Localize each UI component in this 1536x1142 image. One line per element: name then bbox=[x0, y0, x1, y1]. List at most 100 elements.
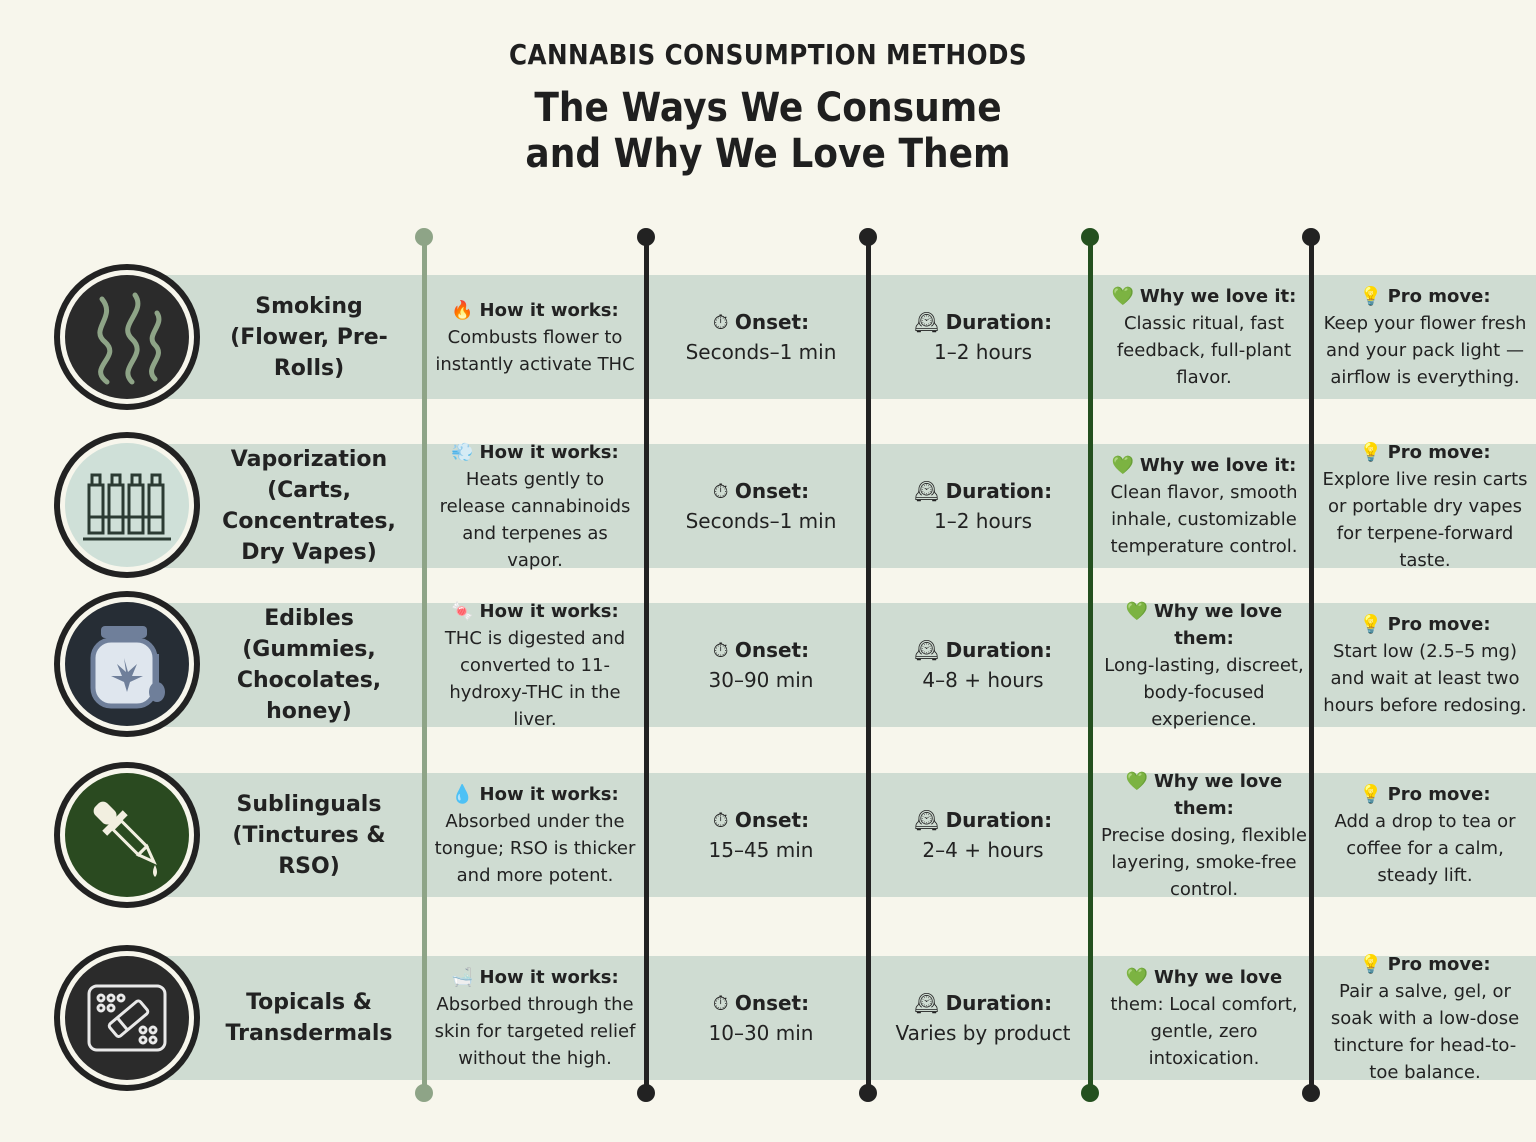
how-emoji-icon: 🔥 bbox=[451, 299, 474, 321]
method-row bbox=[130, 603, 1536, 727]
method-icon-inner bbox=[65, 602, 189, 726]
column-divider-line bbox=[643, 237, 649, 1093]
why-we-love-cell: 💚 Why we love them: Precise dosing, flexi… bbox=[1092, 759, 1316, 911]
lightbulb-icon: 💡 bbox=[1359, 614, 1382, 635]
stopwatch-icon: ⏱ bbox=[712, 991, 729, 1015]
divider-bottom-dot bbox=[637, 1084, 655, 1102]
method-icon-inner bbox=[65, 443, 189, 567]
method-icon-badge bbox=[54, 762, 200, 908]
onset-cell: ⏱ Onset: 10–30 min bbox=[648, 942, 874, 1094]
column-divider-line bbox=[1308, 237, 1314, 1093]
edible-jar-icon bbox=[90, 626, 165, 709]
how-emoji-icon: 💨 bbox=[451, 441, 474, 463]
duration-cell: 🕰 Duration: 2–4 + hours bbox=[870, 759, 1096, 911]
pro-text: Pair a salve, gel, or soak with a low-do… bbox=[1330, 980, 1520, 1083]
pro-label: Pro move: bbox=[1387, 286, 1491, 307]
onset-cell: ⏱ Onset: Seconds–1 min bbox=[648, 430, 874, 582]
divider-bottom-dot bbox=[1302, 1084, 1320, 1102]
method-row bbox=[130, 773, 1536, 897]
how-label: How it works: bbox=[479, 441, 619, 463]
pro-label: Pro move: bbox=[1387, 784, 1491, 805]
duration-cell: 🕰 Duration: 4–8 + hours bbox=[870, 589, 1096, 741]
method-icon-badge bbox=[54, 264, 200, 410]
main-title-line-2: and Why We Love Them bbox=[525, 131, 1011, 177]
transdermal-patch-icon bbox=[87, 984, 167, 1052]
method-icon-badge bbox=[54, 945, 200, 1091]
divider-top-dot bbox=[637, 228, 655, 246]
how-it-works-cell: 🍬 How it works: THC is digested and conve… bbox=[426, 589, 644, 741]
duration-value: Varies by product bbox=[895, 1021, 1071, 1045]
onset-cell: ⏱ Onset: Seconds–1 min bbox=[648, 261, 874, 413]
method-name-cell: Topicals & Transdermals bbox=[212, 942, 406, 1094]
onset-value: 30–90 min bbox=[708, 668, 814, 692]
onset-value: Seconds–1 min bbox=[685, 340, 837, 364]
method-icon-badge bbox=[54, 432, 200, 578]
kicker-title: CANNABIS CONSUMPTION METHODS bbox=[508, 38, 1028, 71]
method-name: Topicals & Transdermals bbox=[225, 990, 393, 1046]
duration-label: Duration: bbox=[945, 638, 1053, 662]
method-name: Sublinguals (Tinctures & RSO) bbox=[232, 791, 386, 879]
lightbulb-icon: 💡 bbox=[1359, 953, 1382, 975]
clock-icon: 🕰 bbox=[913, 808, 940, 832]
divider-bottom-dot bbox=[859, 1084, 877, 1102]
onset-cell: ⏱ Onset: 15–45 min bbox=[648, 759, 874, 911]
why-we-love-cell: 💚 Why we love them: Long-lasting, discree… bbox=[1092, 589, 1316, 741]
why-label: Why we love it: bbox=[1139, 286, 1297, 307]
stopwatch-icon: ⏱ bbox=[712, 310, 729, 334]
why-text: Classic ritual, fast feedback, full-plan… bbox=[1116, 313, 1292, 388]
why-label: Why we love them: bbox=[1153, 770, 1283, 819]
clock-icon: 🕰 bbox=[913, 638, 940, 662]
green-heart-icon: 💚 bbox=[1111, 286, 1135, 307]
why-we-love-cell: 💚 Why we love it: Clean flavor, smooth in… bbox=[1092, 430, 1316, 582]
main-title-line-1: The Ways We Consume bbox=[534, 85, 1002, 131]
duration-cell: 🕰 Duration: Varies by product bbox=[870, 942, 1096, 1094]
method-name-cell: Vaporization (Carts, Concentrates, Dry V… bbox=[212, 430, 406, 582]
why-text: Long-lasting, discreet, body-focused exp… bbox=[1104, 654, 1304, 730]
why-label: Why we love bbox=[1153, 967, 1283, 988]
how-text: Combusts flower to instantly activate TH… bbox=[435, 326, 635, 375]
how-it-works-cell: 🛁 How it works: Absorbed through the skin… bbox=[426, 942, 644, 1094]
divider-top-dot bbox=[415, 228, 433, 246]
green-heart-icon: 💚 bbox=[1125, 967, 1149, 988]
column-divider-line bbox=[1087, 237, 1093, 1093]
why-text: Precise dosing, flexible layering, smoke… bbox=[1100, 824, 1308, 900]
why-text: them: Local comfort, gentle, zero intoxi… bbox=[1110, 994, 1298, 1069]
method-row bbox=[130, 956, 1536, 1080]
onset-label: Onset: bbox=[734, 638, 810, 662]
method-row bbox=[130, 275, 1536, 399]
duration-label: Duration: bbox=[945, 310, 1053, 334]
pro-move-cell: 💡 Pro move: Add a drop to tea or coffee f… bbox=[1314, 759, 1536, 911]
why-we-love-cell: 💚 Why we love it: Classic ritual, fast fe… bbox=[1092, 261, 1316, 413]
pro-move-cell: 💡 Pro move: Keep your flower fresh and yo… bbox=[1314, 261, 1536, 413]
clock-icon: 🕰 bbox=[913, 310, 940, 334]
method-icon-badge bbox=[54, 591, 200, 737]
onset-label: Onset: bbox=[734, 310, 810, 334]
pro-label: Pro move: bbox=[1387, 614, 1491, 635]
method-icon-inner bbox=[65, 956, 189, 1080]
clock-icon: 🕰 bbox=[913, 479, 940, 503]
duration-value: 4–8 + hours bbox=[922, 668, 1044, 692]
header: CANNABIS CONSUMPTION METHODS The Ways We… bbox=[0, 38, 1536, 177]
onset-label: Onset: bbox=[734, 808, 810, 832]
duration-value: 2–4 + hours bbox=[922, 838, 1044, 862]
how-label: How it works: bbox=[479, 299, 619, 321]
how-it-works-cell: 💧 How it works: Absorbed under the tongue… bbox=[426, 759, 644, 911]
how-emoji-icon: 🍬 bbox=[451, 600, 474, 622]
why-text: Clean flavor, smooth inhale, customizabl… bbox=[1110, 482, 1298, 557]
method-row bbox=[130, 444, 1536, 568]
clock-icon: 🕰 bbox=[913, 991, 940, 1015]
green-heart-icon: 💚 bbox=[1125, 770, 1149, 792]
divider-top-dot bbox=[1081, 228, 1099, 246]
stopwatch-icon: ⏱ bbox=[712, 638, 729, 662]
onset-value: 15–45 min bbox=[708, 838, 814, 862]
pro-move-cell: 💡 Pro move: Start low (2.5–5 mg) and wait… bbox=[1314, 589, 1536, 741]
method-name-cell: Sublinguals (Tinctures & RSO) bbox=[212, 759, 406, 911]
method-icon-inner bbox=[65, 275, 189, 399]
green-heart-icon: 💚 bbox=[1111, 455, 1135, 476]
how-it-works-cell: 💨 How it works: Heats gently to release c… bbox=[426, 430, 644, 582]
how-text: Heats gently to release cannabinoids and… bbox=[439, 468, 631, 571]
onset-label: Onset: bbox=[734, 479, 810, 503]
pro-text: Keep your flower fresh and your pack lig… bbox=[1323, 313, 1527, 388]
pro-label: Pro move: bbox=[1387, 953, 1491, 975]
pro-label: Pro move: bbox=[1387, 441, 1491, 463]
